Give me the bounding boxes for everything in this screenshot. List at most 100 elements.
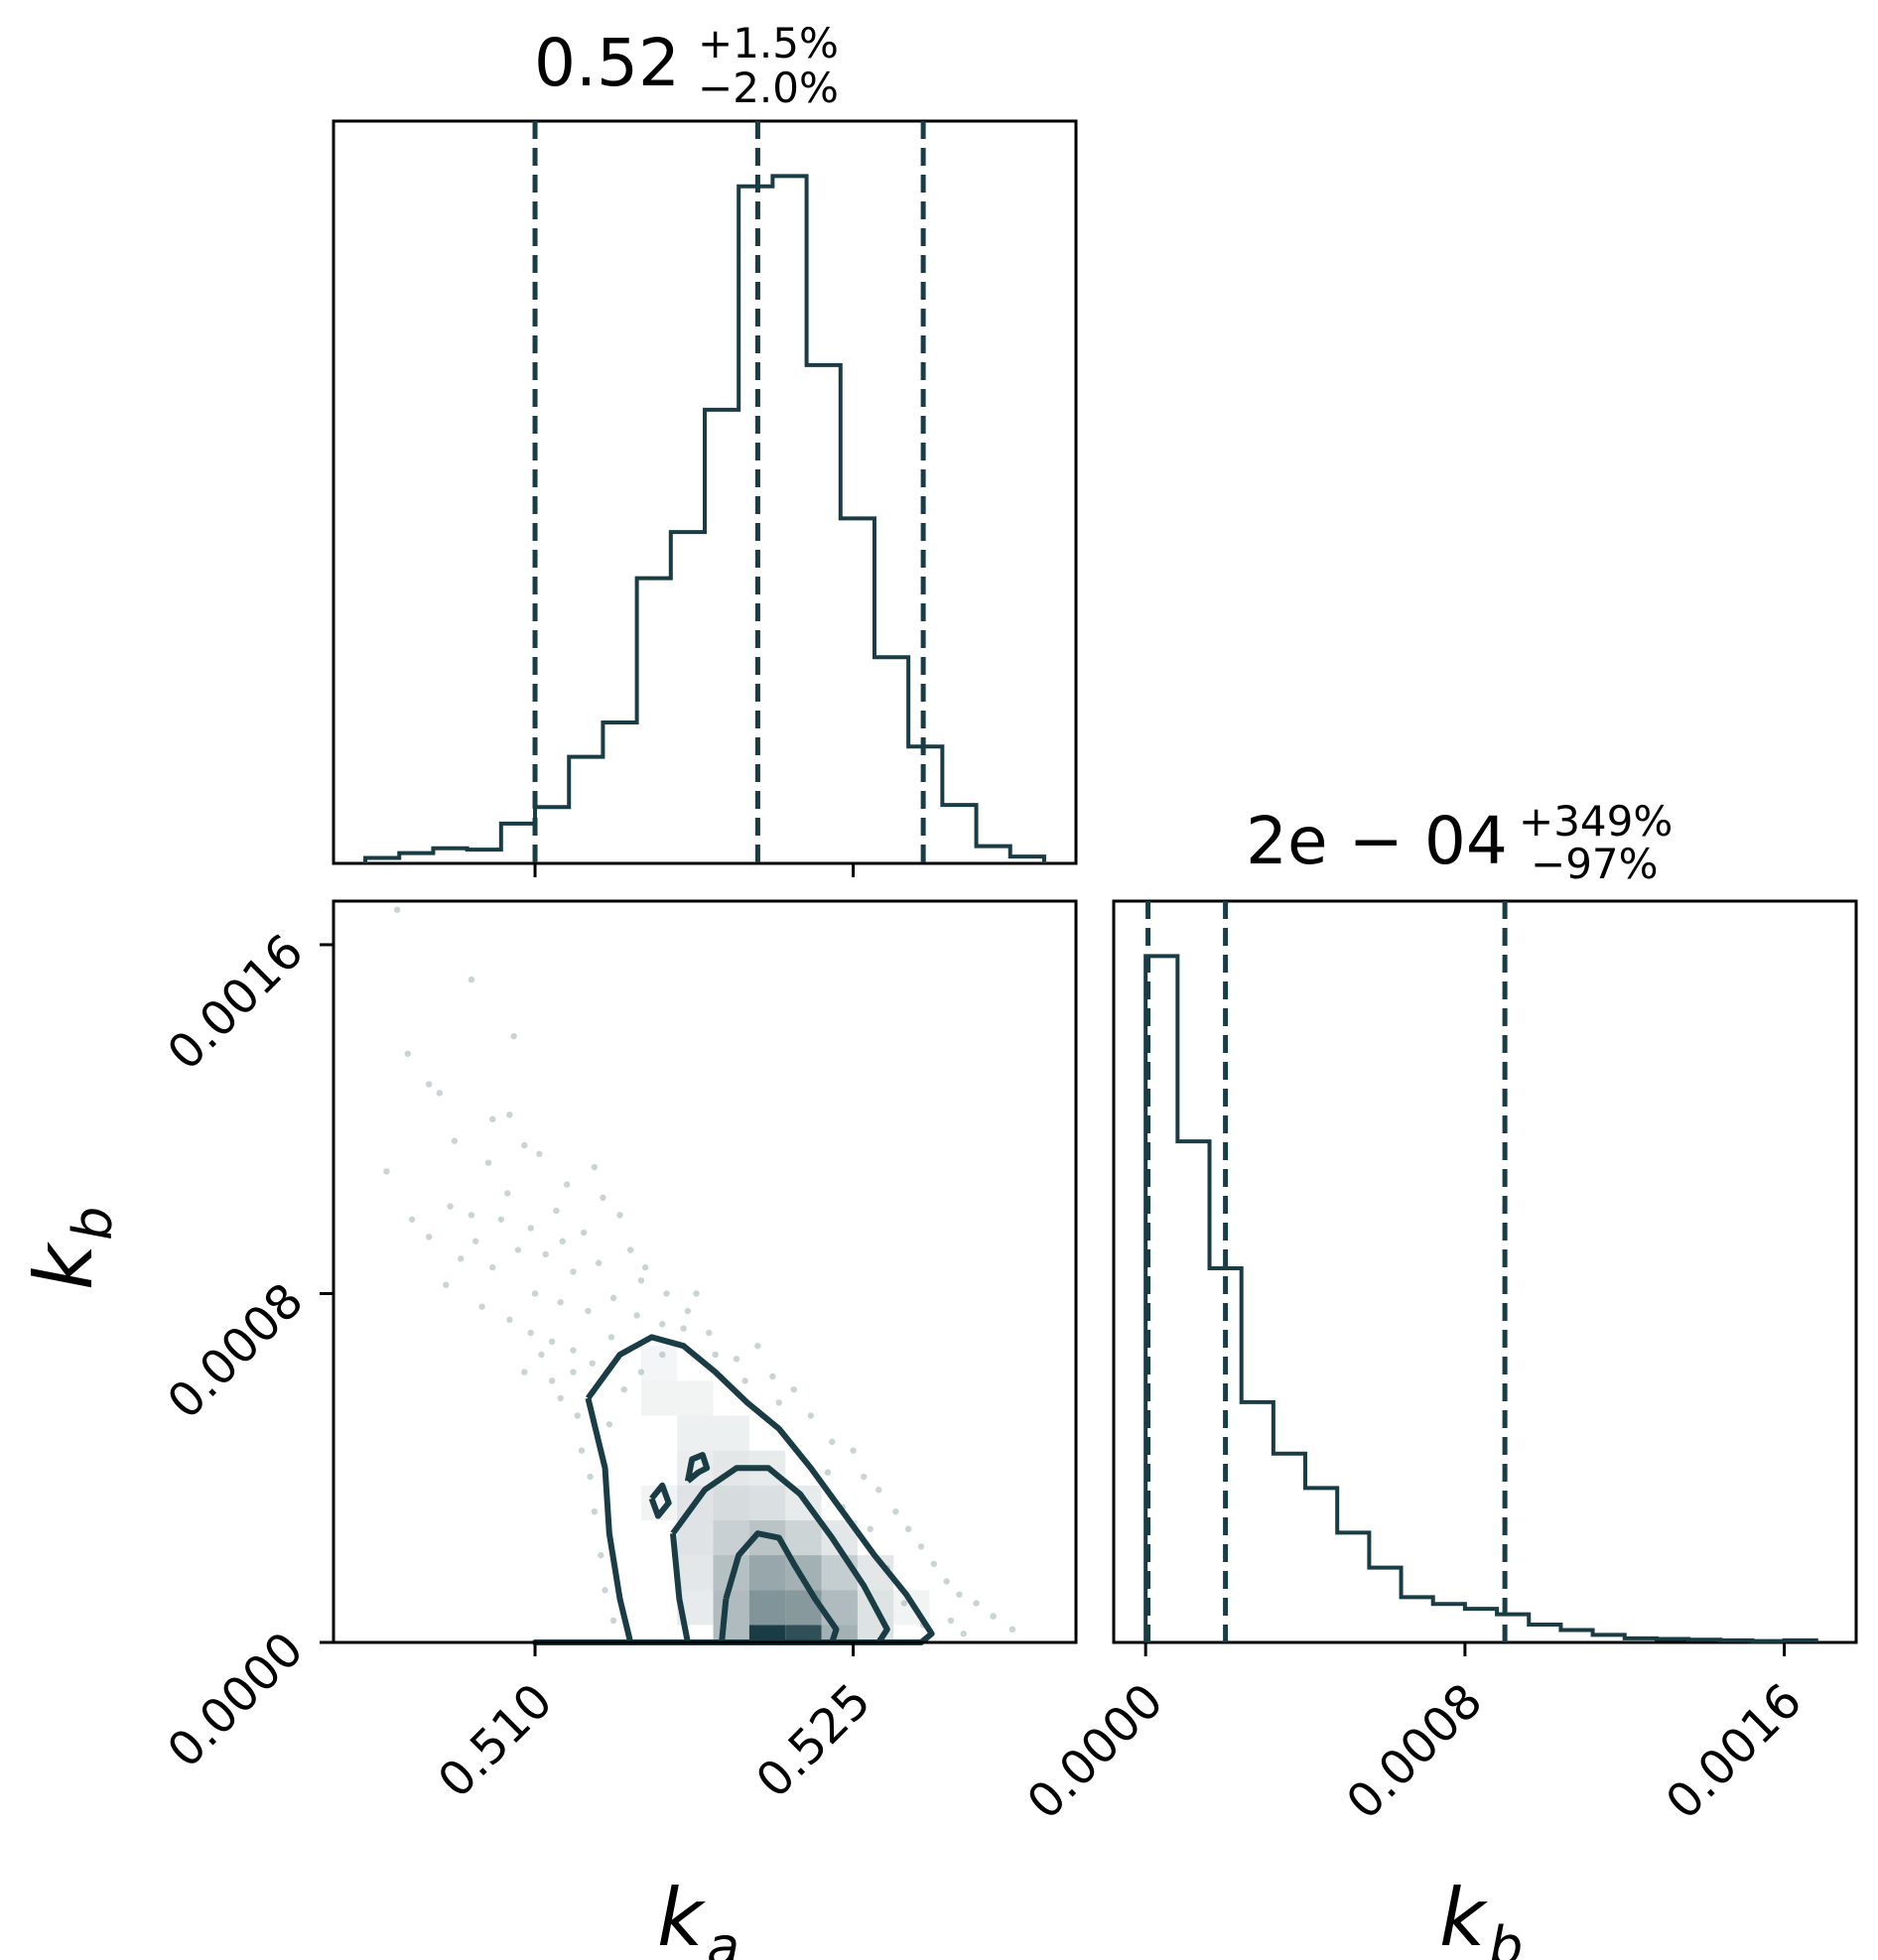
joint-scatter-point [930,1560,938,1568]
joint-scatter-point [589,1360,596,1367]
joint-scatter-point [521,1141,528,1149]
joint-scatter-point [659,1321,666,1328]
joint-panel: 0.510 0.525 0.0000 0.0008 0.0016 k a k b [18,899,1078,1960]
ka-marginal-title-plus: +1.5% [698,19,839,67]
joint-scatter-point [956,1591,963,1598]
joint-scatter-point [425,1081,433,1088]
joint-density-cell [713,1590,749,1626]
joint-density-cell [677,1380,714,1416]
joint-scatter-point [663,1290,670,1297]
joint-scatter-point [693,1290,700,1297]
joint-scatter-point [605,1421,613,1428]
joint-scatter-point [829,1438,836,1446]
joint-scatter-point [990,1613,997,1620]
kb-xtick-label-0: 0.0000 [1016,1673,1173,1830]
joint-density-cell [785,1625,822,1642]
joint-scatter-point [680,1325,687,1332]
kb-marginal-plot [1143,901,1818,1643]
joint-y-axis-label: k b [18,1207,124,1290]
joint-scatter-point [531,1290,539,1297]
joint-scatter-point [973,1600,980,1607]
joint-scatter-point [637,1369,645,1375]
joint-ytick-label-0: 0.0000 [157,1622,314,1778]
joint-y-label-main: k [18,1241,110,1290]
joint-scatter-point [900,1600,908,1607]
joint-scatter-point [741,1377,748,1384]
joint-scatter-point [706,1329,713,1337]
ka-marginal-title-value: 0.52 [534,25,680,101]
joint-scatter-point [404,1050,411,1057]
joint-scatter-point [607,1334,615,1341]
joint-scatter-point [620,1385,627,1393]
joint-scatter-point [506,1316,513,1324]
joint-scatter-point [548,1338,556,1346]
joint-scatter-point [514,1246,522,1253]
joint-x-label-sub: a [707,1915,739,1960]
joint-scatter-point [458,1255,465,1262]
joint-scatter-point [548,1377,556,1384]
joint-scatter-point [790,1385,797,1393]
joint-scatter-point [875,1487,882,1494]
kb-marginal-panel: 0.0000 0.0008 0.0016 2e − 04 +349% −97% k … [1016,797,1858,1960]
joint-scatter-point [393,906,401,913]
joint-scatter-point [917,1543,925,1550]
kb-marginal-title-minus: −97% [1531,840,1659,888]
joint-scatter-point [633,1312,640,1319]
joint-scatter-point [850,1447,857,1454]
joint-scatter-point [570,1347,577,1354]
joint-density-cell [677,1519,714,1556]
ka-marginal-frame [332,119,1078,865]
joint-scatter-point [557,1394,564,1402]
joint-scatter-point [497,1216,505,1223]
joint-scatter-point [659,1351,666,1359]
joint-scatter-point [943,1578,950,1585]
joint-scatter-point [892,1507,899,1515]
joint-density-cell [713,1415,749,1451]
joint-scatter-point [557,1299,564,1306]
joint-scatter-point [616,1212,623,1219]
joint-scatter-point [468,1212,475,1219]
joint-contour-blob-b [648,1482,672,1519]
joint-scatter-point [478,1303,485,1310]
joint-scatter-point [580,1229,588,1237]
joint-scatter-point [904,1525,912,1532]
joint-scatter-point [468,976,475,983]
ka-marginal-plot [363,121,1046,863]
joint-x-label-main: k [657,1872,706,1960]
joint-scatter-point [527,1225,534,1232]
joint-xtick-label-1: 0.525 [745,1673,881,1809]
joint-scatter-point [861,1473,868,1481]
joint-y-ticks: 0.0000 0.0008 0.0016 [157,924,334,1778]
joint-contour-outer [532,1334,935,1645]
joint-scatter-point [574,1412,581,1419]
joint-scatter-point [436,1090,444,1097]
joint-scatter-point [504,1190,511,1197]
joint-scatter-point [447,1203,454,1210]
joint-scatter-point [602,1587,608,1594]
joint-scatter-point [733,1356,740,1363]
joint-scatter-point [609,1294,617,1302]
joint-scatter-point [489,1115,496,1122]
joint-scatter-point [960,1631,967,1637]
joint-density-cell [821,1555,858,1591]
joint-density-cell [677,1555,714,1591]
joint-scatter-point [489,1263,496,1271]
joint-scatter-point [600,1194,606,1202]
joint-scatter-point [807,1412,815,1419]
joint-scatter-point [609,1617,617,1625]
joint-scatter-point [867,1525,873,1532]
joint-scatter-point [591,1507,599,1515]
joint-scatter-point [425,1234,433,1241]
joint-scatter-point [824,1469,832,1476]
joint-contour-blob-a [684,1452,711,1484]
joint-scatter-point [527,1329,534,1337]
joint-scatter-point [591,1163,599,1171]
joint-scatter-point [521,1369,528,1375]
joint-scatter-point [637,1277,645,1284]
joint-scatter-point [1008,1626,1016,1633]
joint-scatter-point [578,1447,586,1454]
joint-xtick-label-0: 0.510 [428,1673,564,1809]
joint-scatter-points [383,906,1016,1637]
joint-scatter-point [641,1263,649,1271]
